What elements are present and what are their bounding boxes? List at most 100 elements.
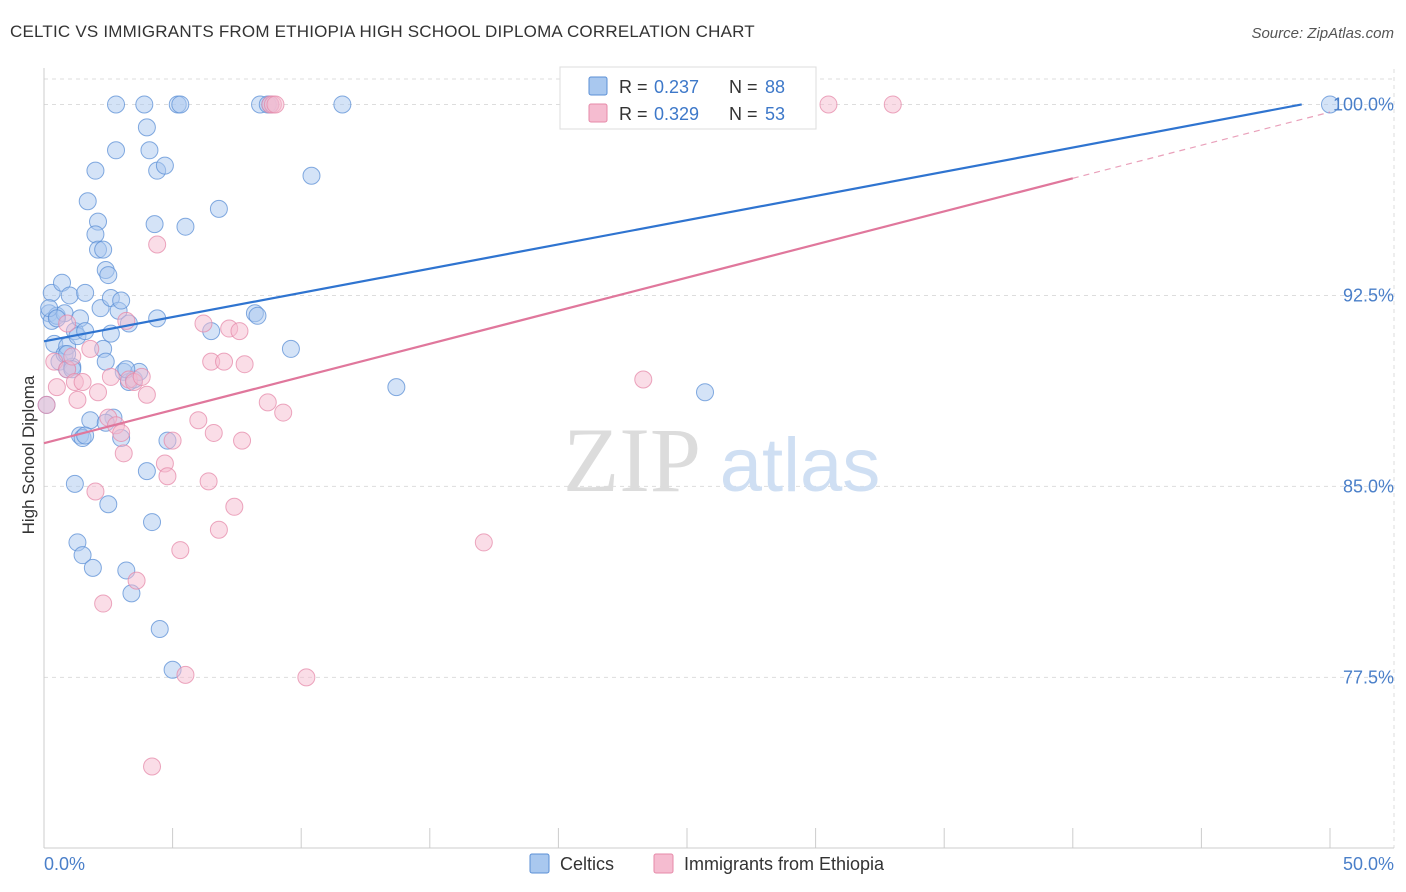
ethiopia-trend-extension xyxy=(1072,111,1331,179)
legend-r-label-ethiopia: R = xyxy=(619,104,648,124)
celtics-point xyxy=(248,306,267,325)
celtics-point xyxy=(94,240,113,259)
celtics-point xyxy=(83,558,102,577)
ethiopia-point xyxy=(148,235,167,254)
y-tick-label: 85.0% xyxy=(1343,476,1394,496)
y-tick-label: 100.0% xyxy=(1333,94,1394,114)
ethiopia-point xyxy=(171,541,190,560)
celtics-point xyxy=(281,339,300,358)
ethiopia-point xyxy=(37,395,56,414)
ethiopia-point xyxy=(225,497,244,516)
legend-swatch-ethiopia xyxy=(588,103,608,123)
celtics-point xyxy=(73,546,92,565)
celtics-point xyxy=(209,199,228,218)
celtics-point xyxy=(155,156,174,175)
source-label: Source: ZipAtlas.com xyxy=(1251,25,1394,42)
x-tick-label: 0.0% xyxy=(44,854,85,874)
ethiopia-point xyxy=(230,322,249,341)
ethiopia-point xyxy=(89,383,108,402)
ethiopia-point xyxy=(235,355,254,374)
ethiopia-point xyxy=(634,370,653,389)
bottom-legend-label-celtics: Celtics xyxy=(560,854,614,874)
ethiopia-point xyxy=(137,385,156,404)
ethiopia-point xyxy=(274,403,293,422)
ethiopia-point xyxy=(233,431,252,450)
ethiopia-point xyxy=(189,411,208,430)
bottom-legend-label-ethiopia: Immigrants from Ethiopia xyxy=(684,854,885,874)
legend-r-label-celtics: R = xyxy=(619,77,648,97)
watermark: ZIP atlas xyxy=(563,409,880,511)
bottom-legend-swatch-ethiopia xyxy=(653,853,674,874)
celtics-point xyxy=(81,411,100,430)
celtics-point xyxy=(137,118,156,137)
celtics-point xyxy=(60,286,79,305)
celtics-point xyxy=(387,378,406,397)
ethiopia-point xyxy=(204,423,223,442)
celtics-point xyxy=(143,513,162,532)
ethiopia-point xyxy=(63,347,82,366)
celtics-point xyxy=(1321,95,1339,114)
celtics-point xyxy=(76,426,95,445)
ethiopia-point xyxy=(215,352,234,371)
celtics-point xyxy=(86,225,105,244)
celtics-point xyxy=(171,95,190,114)
celtics-point xyxy=(86,161,105,180)
ethiopia-point xyxy=(94,594,113,613)
y-tick-labels: 77.5% 85.0% 92.5% 100.0% xyxy=(1333,94,1394,687)
watermark-zip: ZIP xyxy=(563,409,701,511)
legend-n-label-celtics: N = xyxy=(729,77,758,97)
celtics-point xyxy=(78,192,97,211)
x-tick-label: 50.0% xyxy=(1343,854,1394,874)
ethiopia-point xyxy=(73,373,92,392)
ethiopia-point xyxy=(132,367,151,386)
y-tick-label: 92.5% xyxy=(1343,285,1394,305)
ethiopia-point xyxy=(86,482,105,501)
ethiopia-point xyxy=(819,95,838,114)
celtics-point xyxy=(76,283,95,302)
y-tick-label: 77.5% xyxy=(1343,667,1394,687)
celtics-point xyxy=(107,141,126,160)
celtics-point xyxy=(96,352,115,371)
ethiopia-point xyxy=(163,431,182,450)
ethiopia-point xyxy=(258,393,277,412)
ethiopia-point xyxy=(101,367,120,386)
x-tick-labels: 0.0% 50.0% xyxy=(44,854,1394,874)
ethiopia-point xyxy=(58,314,77,333)
ethiopia-point xyxy=(114,444,133,463)
legend-r-value-celtics: 0.237 xyxy=(654,77,699,97)
ethiopia-point xyxy=(81,339,100,358)
ethiopia-point xyxy=(176,665,195,684)
celtics-point xyxy=(76,322,95,341)
ethiopia-point xyxy=(194,314,213,333)
ethiopia-point xyxy=(158,467,177,486)
ethiopia-point xyxy=(47,378,66,397)
celtics-point xyxy=(99,495,118,514)
celtics-point xyxy=(135,95,154,114)
ethiopia-trend-line xyxy=(43,177,1074,445)
ethiopia-point xyxy=(199,472,218,491)
ethiopia-point xyxy=(474,533,493,552)
celtics-point xyxy=(137,462,156,481)
ethiopia-point xyxy=(127,571,146,590)
axes xyxy=(43,68,1394,849)
celtics-point xyxy=(150,620,169,639)
legend-n-value-ethiopia: 53 xyxy=(765,104,785,124)
ethiopia-point xyxy=(883,95,902,114)
celtics-point xyxy=(65,474,84,493)
celtics-point xyxy=(107,95,126,114)
legend-n-value-celtics: 88 xyxy=(765,77,785,97)
celtics-point xyxy=(112,291,131,310)
celtics-point xyxy=(302,166,321,185)
legend-r-value-ethiopia: 0.329 xyxy=(654,104,699,124)
celtics-trend-line xyxy=(43,103,1302,343)
ethiopia-point xyxy=(68,390,87,409)
legend-swatch-celtics xyxy=(588,76,608,96)
bottom-legend: Celtics Immigrants from Ethiopia xyxy=(529,853,885,874)
celtics-point xyxy=(145,215,164,234)
celtics-point xyxy=(176,217,195,236)
ethiopia-point xyxy=(209,520,228,539)
celtics-point xyxy=(696,383,715,402)
legend-box: R = 0.237 N = 88 R = 0.329 N = 53 xyxy=(559,66,817,130)
celtics-point xyxy=(99,266,118,285)
